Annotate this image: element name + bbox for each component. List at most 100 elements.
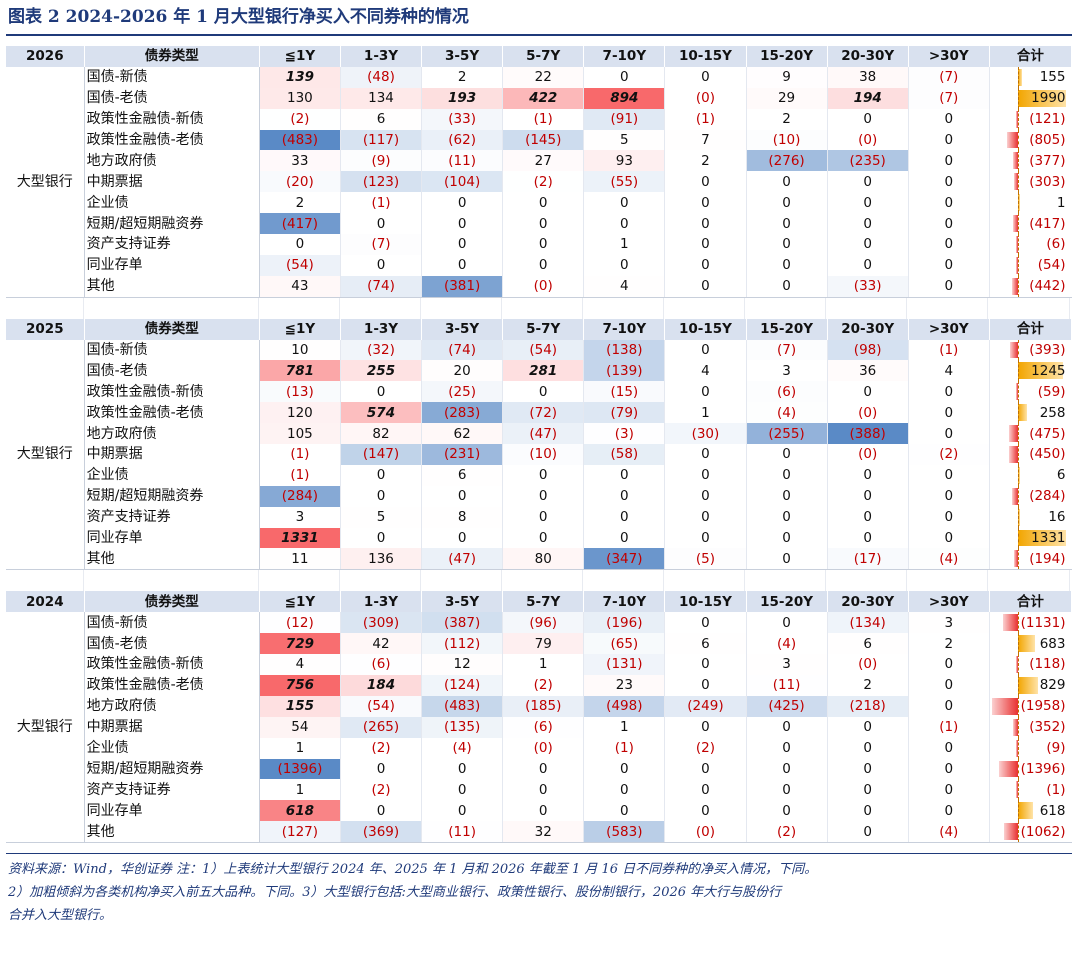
total-cell: (393) — [988, 339, 1072, 361]
table-cell: (134) — [827, 612, 909, 634]
databar-axis — [1017, 360, 1019, 382]
table-cell: (48) — [340, 66, 423, 88]
table-cell: 2 — [746, 108, 828, 130]
bond-type: 地方政府债 — [84, 423, 260, 445]
table-cell: 0 — [746, 779, 828, 801]
bond-type: 其他 — [84, 275, 260, 298]
table-row: 政策性金融债-新债 (13) 0 (25) 0 (15) 0 (6) 0 0 (59) — [6, 381, 1072, 403]
table-cell: 3 — [746, 654, 828, 675]
table-cell: 0 — [746, 716, 828, 738]
bond-type: 政策性金融债-老债 — [84, 402, 260, 424]
table-cell: 4 — [664, 360, 747, 382]
column-header: 10-15Y — [664, 46, 747, 67]
bond-type: 中期票据 — [84, 444, 260, 465]
table-cell: (47) — [502, 423, 585, 445]
total-databar — [1006, 131, 1018, 149]
total-cell: (1062) — [988, 821, 1072, 844]
table-cell: 0 — [340, 485, 423, 507]
table-cell: 0 — [827, 821, 909, 844]
table-cell: 184 — [340, 674, 423, 696]
total-cell: (1958) — [988, 695, 1072, 717]
bond-type: 国债-新债 — [84, 612, 260, 634]
table-cell: (1) — [908, 716, 990, 738]
table-row: 中期票据 54 (265) (135) (6) 1 0 0 0 (1) (352) — [6, 716, 1072, 738]
total-databar — [1017, 676, 1038, 694]
databar-axis — [1017, 108, 1019, 130]
total-cell: 1 — [988, 192, 1072, 214]
column-header: >30Y — [908, 591, 990, 613]
table-cell: 0 — [664, 779, 747, 801]
table-cell: (145) — [502, 129, 585, 151]
databar-axis — [1017, 150, 1019, 172]
table-cell: (4) — [746, 402, 828, 424]
table-cell: 3 — [746, 360, 828, 382]
total-value: 618 — [1039, 802, 1066, 819]
bond-type: 同业存单 — [84, 527, 260, 549]
total-databar — [1017, 635, 1035, 653]
total-cell: (352) — [988, 716, 1072, 738]
total-value: 6 — [1056, 467, 1066, 484]
table-cell: 0 — [746, 254, 828, 276]
table-2025: 2025 债券类型 ≦1Y 1-3Y 3-5Y 5-7Y 7-10Y 10-15Y 15-20Y… — [6, 318, 1073, 571]
table-cell: (231) — [421, 444, 504, 465]
table-cell: 0 — [583, 192, 666, 214]
column-header: 20-30Y — [827, 46, 909, 67]
table-cell: 0 — [664, 192, 747, 214]
table-row: 其他 (127) (369) (11) 32 (583) (0) (2) 0 (4) (1062) — [6, 821, 1072, 844]
total-cell: 618 — [988, 800, 1072, 822]
table-cell: 618 — [259, 800, 341, 822]
table-cell: 0 — [908, 758, 990, 780]
footnote: 资料来源：Wind，华创证券 注：1）上表统计大型银行 2024 年、2025 … — [8, 858, 1072, 927]
databar-axis — [1017, 716, 1019, 738]
table-cell: 12 — [421, 654, 504, 675]
total-databar — [1013, 173, 1018, 191]
total-databar — [1017, 89, 1066, 107]
total-databar — [1015, 110, 1018, 128]
total-cell: (1) — [988, 779, 1072, 801]
table-cell: (54) — [340, 695, 423, 717]
table-row: 大型银行 国债-新债 (12) (309) (387) (96) (196) 0 0 (134) 3… — [6, 612, 1072, 844]
table-cell: (235) — [827, 150, 909, 172]
table-cell: (54) — [502, 339, 585, 361]
table-cell: 0 — [664, 527, 747, 549]
table-cell: (265) — [340, 716, 423, 738]
bond-type: 资产支持证券 — [84, 506, 260, 528]
table-2024: 2024 债券类型 ≦1Y 1-3Y 3-5Y 5-7Y 7-10Y 10-15Y 15-20Y… — [6, 591, 1073, 844]
total-value: (121) — [1029, 111, 1066, 128]
table-cell: 0 — [421, 213, 504, 235]
table-cell: 0 — [746, 275, 828, 298]
table-cell: (0) — [827, 402, 909, 424]
column-header: >30Y — [908, 46, 990, 67]
databar-axis — [1017, 339, 1019, 361]
table-cell: (417) — [259, 213, 341, 235]
footnote-line-1: 资料来源：Wind，华创证券 注：1）上表统计大型银行 2024 年、2025 … — [8, 862, 818, 877]
table-cell: (30) — [664, 423, 747, 445]
table-cell: (135) — [421, 716, 504, 738]
databar-axis — [1017, 192, 1019, 214]
total-databar — [1008, 425, 1018, 443]
table-cell: 1 — [502, 654, 585, 675]
table-cell: 0 — [340, 254, 423, 276]
section-spacer — [6, 570, 1072, 592]
column-header: 7-10Y — [583, 591, 666, 613]
total-databar — [1008, 446, 1018, 463]
table-cell: 0 — [908, 654, 990, 675]
total-value: (1062) — [1020, 823, 1066, 840]
table-cell: 0 — [583, 485, 666, 507]
bond-type: 短期/超短期融资券 — [84, 213, 260, 235]
total-value: 155 — [1039, 69, 1066, 86]
table-cell: 1331 — [259, 527, 341, 549]
footnote-line-3: 合并入大型银行。 — [8, 908, 113, 923]
bond-type: 同业存单 — [84, 254, 260, 276]
table-row: 地方政府债 155 (54) (483) (185) (498) (249) (425) (21… — [6, 695, 1072, 717]
total-value: (284) — [1029, 488, 1066, 505]
table-cell: 0 — [583, 464, 666, 486]
total-cell: (1131) — [988, 612, 1072, 634]
total-value: 1245 — [1031, 362, 1066, 379]
total-databar — [1017, 508, 1020, 526]
table-cell: 0 — [583, 527, 666, 549]
total-cell: 1990 — [988, 87, 1072, 109]
total-cell: (1396) — [988, 758, 1072, 780]
table-cell: (5) — [664, 548, 747, 571]
table-cell: 0 — [908, 485, 990, 507]
